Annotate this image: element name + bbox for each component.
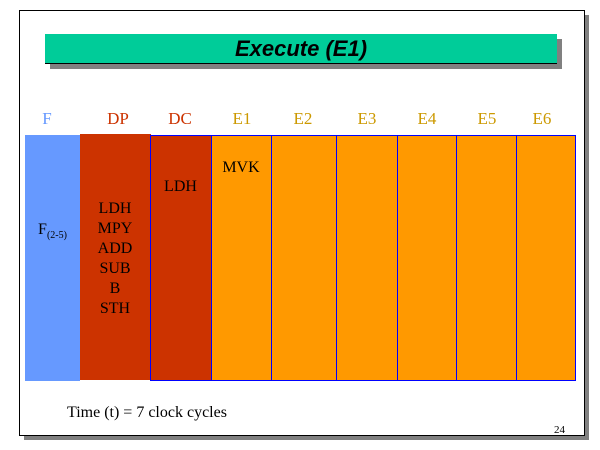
stage-label-e5: E5 (477, 109, 497, 128)
time-caption: Time (t) = 7 clock cycles (67, 404, 227, 421)
dp-instruction: SUB (99, 260, 131, 277)
e4-column (397, 135, 457, 381)
e3-column (336, 135, 398, 381)
fetch-column (25, 135, 80, 381)
dp-instruction: ADD (97, 240, 133, 257)
dc-instruction: LDH (164, 178, 197, 195)
stage-label-e1: E1 (232, 109, 252, 128)
e1-instruction: MVK (222, 159, 260, 176)
stage-label-e2: E2 (293, 109, 313, 128)
e2-column (271, 135, 337, 381)
e1-column (211, 135, 272, 381)
dp-instruction: B (109, 280, 121, 297)
e6-column (516, 135, 576, 381)
slide-title-text: Execute (E1) (234, 35, 368, 61)
fetch-packet-label: F(2-5) (25, 220, 80, 246)
e5-column (456, 135, 517, 381)
fetch-main: F (38, 221, 47, 238)
dp-instruction: MPY (97, 220, 133, 237)
fetch-subscript: (2-5) (46, 230, 67, 241)
dp-instruction-list: LDH MPY ADD SUB B STH (80, 199, 150, 319)
dp-column (80, 134, 151, 380)
stage-label-dp: DP (107, 109, 129, 128)
slide-title: Execute (E1) (45, 34, 557, 64)
stage-label-e6: E6 (532, 109, 552, 128)
dc-column (150, 135, 212, 381)
stage-label-e3: E3 (357, 109, 377, 128)
stage-label-f: F (42, 109, 52, 128)
dp-instruction: LDH (98, 200, 132, 217)
stage-label-e4: E4 (417, 109, 437, 128)
stage-label-dc: DC (168, 109, 192, 128)
page-number: 24 (554, 424, 565, 436)
dp-instruction: STH (99, 300, 131, 317)
